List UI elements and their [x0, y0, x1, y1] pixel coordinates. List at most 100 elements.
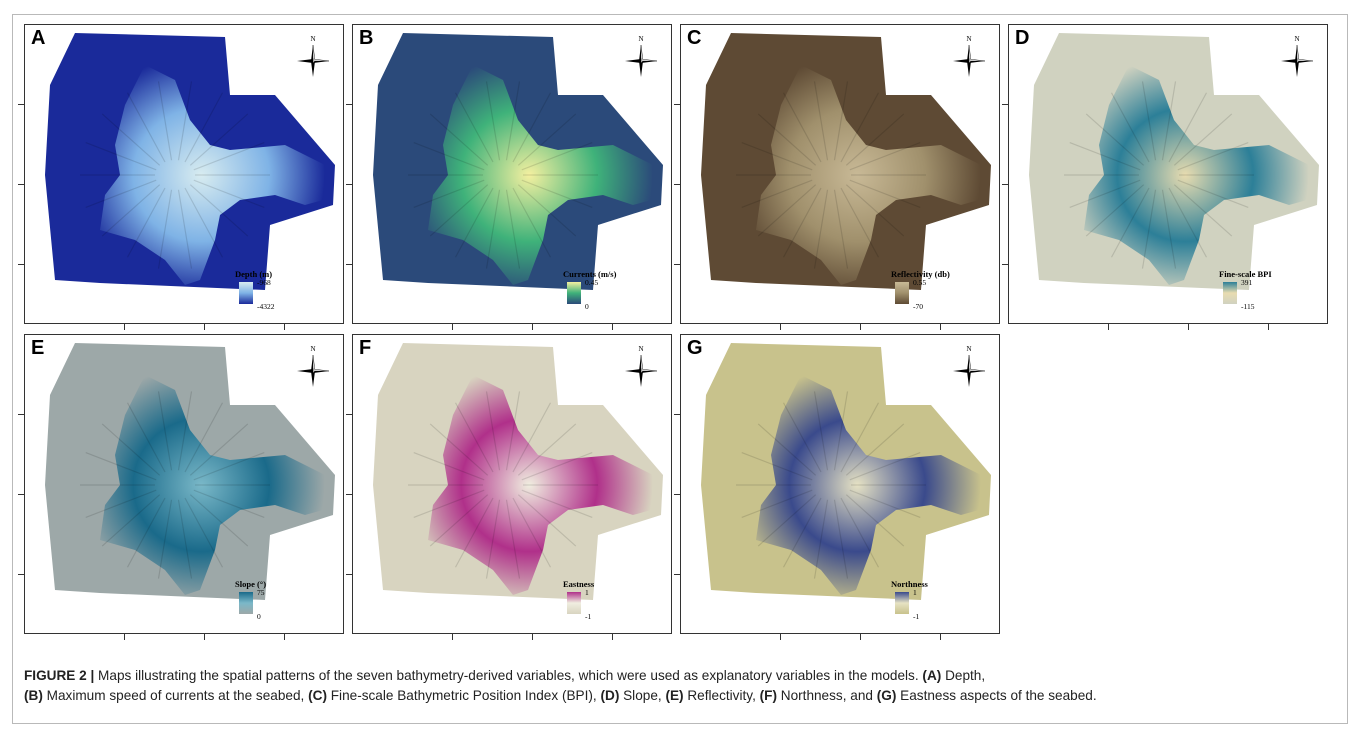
ridge-line [782, 497, 822, 568]
ridge-line [1161, 81, 1177, 161]
compass-rose-icon [953, 44, 986, 77]
panel-letter: E [31, 337, 45, 359]
ridge-line [189, 184, 249, 237]
ridge-line [517, 184, 577, 237]
bathymetry-map [45, 33, 335, 290]
ridge-line [85, 141, 157, 171]
axis-tick [284, 324, 285, 330]
map-panel-e: E N Slope (°) 75 0 [24, 334, 344, 634]
panel-letter: A [31, 27, 46, 49]
legend-max-value: 0.55 [913, 278, 927, 287]
bathymetry-map [701, 343, 991, 600]
ridge-line [517, 113, 577, 166]
legend-min-value: -115 [1241, 302, 1255, 311]
map-panel-f: F N Eastness 1 -1 [352, 334, 672, 634]
axis-tick [452, 324, 453, 330]
ridge-line [85, 489, 157, 519]
map-legend: Depth (m) -968 -4322 [235, 269, 335, 321]
axis-tick [18, 574, 24, 575]
legend-title: Currents (m/s) [563, 269, 617, 279]
ridge-line [1161, 189, 1177, 269]
ridge-line [1069, 179, 1141, 209]
ridge-line [849, 141, 921, 171]
ridge-line [184, 497, 224, 568]
caption-text-c: Fine-scale Bathymetric Position Index (B… [326, 688, 601, 703]
north-arrow-icon: N [295, 345, 331, 389]
ridge-line [521, 489, 593, 519]
caption-text-d: Slope, [619, 688, 666, 703]
axis-tick [1002, 184, 1008, 185]
legend-colorbar [895, 592, 909, 614]
map-panel-d: D N Fine-scale BPI 391 -115 [1008, 24, 1328, 324]
ridge-line [833, 499, 849, 579]
ridge-line [485, 81, 501, 161]
ridge-line [1085, 113, 1145, 166]
ridge-line [741, 451, 813, 481]
axis-tick [674, 184, 680, 185]
north-label: N [638, 345, 644, 353]
compass-rose-icon [625, 44, 658, 77]
ridge-line [512, 187, 552, 258]
north-arrow-icon: N [1279, 35, 1315, 79]
ridge-line [126, 187, 166, 258]
legend-title: Reflectivity (db) [891, 269, 950, 279]
map-legend: Slope (°) 75 0 [235, 579, 335, 631]
caption-text-f: Northness, and [776, 688, 877, 703]
axis-tick [532, 324, 533, 330]
ridge-line [101, 113, 161, 166]
ridge-line [429, 494, 489, 547]
axis-tick [18, 184, 24, 185]
bathymetry-map [701, 33, 991, 290]
figure-caption: FIGURE 2 | Maps illustrating the spatial… [24, 666, 1334, 706]
ridge-line [157, 499, 173, 579]
legend-max-value: 1 [913, 588, 917, 597]
ridge-line [521, 179, 593, 209]
ridge-line [101, 423, 161, 476]
ridge-line [126, 497, 166, 568]
axis-tick [346, 264, 352, 265]
ridge-line [813, 189, 829, 269]
ridge-line [85, 451, 157, 481]
compass-rose-icon [953, 354, 986, 387]
axis-tick [1002, 104, 1008, 105]
ridge-line [429, 423, 489, 476]
ridge-line [1173, 184, 1233, 237]
map-legend: Northness 1 -1 [891, 579, 991, 631]
axis-tick [674, 264, 680, 265]
panel-letter: B [359, 27, 374, 49]
legend-max-value: 0.45 [585, 278, 599, 287]
north-label: N [310, 35, 316, 43]
ridge-line [845, 423, 905, 476]
map-legend: Fine-scale BPI 391 -115 [1219, 269, 1319, 321]
ridge-line [1173, 113, 1233, 166]
ridge-line [782, 92, 822, 163]
map-legend: Reflectivity (db) 0.55 -70 [891, 269, 991, 321]
compass-rose-icon [625, 354, 658, 387]
axis-tick [1002, 264, 1008, 265]
map-panel-c: C N Reflectivity (db) 0.55 -70 [680, 24, 1000, 324]
ridge-line [512, 402, 552, 473]
legend-colorbar [567, 282, 581, 304]
ridge-line [757, 184, 817, 237]
ridge-line [757, 423, 817, 476]
ridge-line [840, 402, 880, 473]
ridge-line [757, 113, 817, 166]
ridge-line [193, 141, 265, 171]
ridge-line [782, 402, 822, 473]
ridge-line [849, 451, 921, 481]
legend-colorbar [239, 282, 253, 304]
seamount-shape [428, 65, 653, 285]
caption-tag-e: (E) [665, 688, 684, 703]
ridge-line [1069, 141, 1141, 171]
north-arrow-icon: N [295, 35, 331, 79]
ridge-line [741, 179, 813, 209]
ridge-line [413, 489, 485, 519]
axis-tick [532, 634, 533, 640]
ridge-line [512, 497, 552, 568]
ridge-line [193, 489, 265, 519]
ridge-line [193, 179, 265, 209]
ridge-line [1177, 179, 1249, 209]
north-label: N [1294, 35, 1300, 43]
ridge-line [193, 451, 265, 481]
map-panel-g: G N Northness 1 -1 [680, 334, 1000, 634]
